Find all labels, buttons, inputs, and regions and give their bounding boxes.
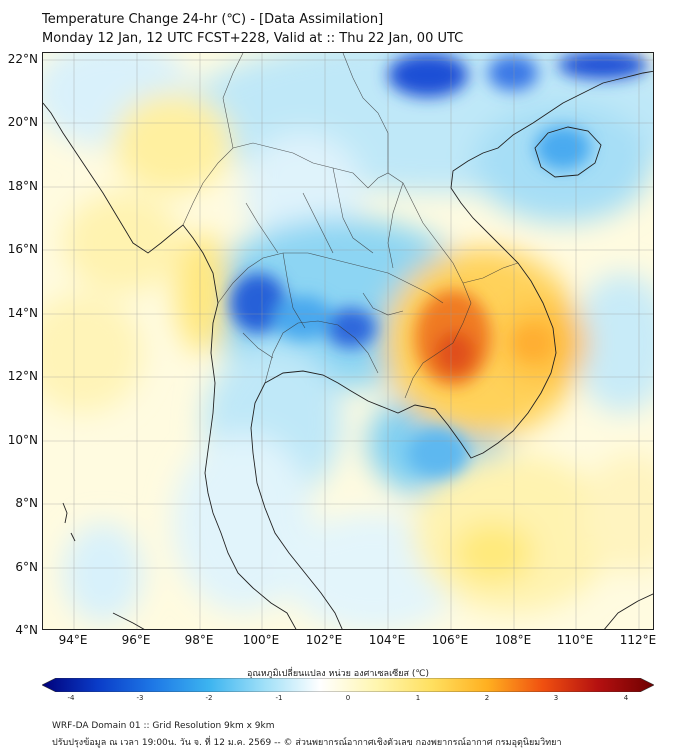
- colorbar-tick: 2: [484, 694, 490, 702]
- lat-label-20n: 20°N: [7, 115, 38, 129]
- lon-label-112e: 112°E: [619, 633, 657, 647]
- footer-model-info: WRF-DA Domain 01 :: Grid Resolution 9km …: [52, 721, 275, 731]
- temperature-field: [43, 53, 653, 629]
- lat-label-12n: 12°N: [7, 369, 38, 383]
- lon-label-98e: 98°E: [184, 633, 214, 647]
- lon-label-110e: 110°E: [556, 633, 594, 647]
- lon-label-102e: 102°E: [305, 633, 343, 647]
- lat-label-6n: 6°N: [15, 560, 38, 574]
- lat-label-4n: 4°N: [15, 623, 38, 637]
- colorbar-tick: 0: [345, 694, 351, 702]
- lat-label-18n: 18°N: [7, 179, 38, 193]
- colorbar-tick: -1: [275, 694, 283, 702]
- map-title: Temperature Change 24-hr (℃) - [Data Ass…: [42, 12, 384, 27]
- colorbar: [42, 678, 654, 692]
- temperature-change-map: [43, 53, 653, 629]
- colorbar-ramp: [42, 678, 654, 692]
- lat-label-8n: 8°N: [15, 496, 38, 510]
- lon-label-96e: 96°E: [121, 633, 151, 647]
- lon-label-100e: 100°E: [242, 633, 280, 647]
- footer-credit: ปรับปรุงข้อมูล ณ เวลา 19:00น. วัน จ. ที่…: [52, 738, 562, 748]
- lon-label-108e: 108°E: [494, 633, 532, 647]
- lon-label-104e: 104°E: [368, 633, 406, 647]
- lon-label-106e: 106°E: [431, 633, 469, 647]
- colorbar-title: อุณหภูมิเปลี่ยนแปลง หน่วย องศาเซลเซียส (…: [246, 669, 430, 679]
- coastlines: [43, 70, 653, 629]
- map-subtitle: Monday 12 Jan, 12 UTC FCST+228, Valid at…: [42, 31, 464, 46]
- lat-label-10n: 10°N: [7, 433, 38, 447]
- colorbar-tick: -4: [67, 694, 75, 702]
- lat-label-16n: 16°N: [7, 242, 38, 256]
- graticule: [43, 53, 653, 629]
- map-panel: [42, 52, 654, 630]
- colorbar-tick: -2: [205, 694, 213, 702]
- colorbar-tick: 1: [415, 694, 421, 702]
- lat-label-14n: 14°N: [7, 306, 38, 320]
- lon-label-94e: 94°E: [58, 633, 88, 647]
- temperature-extremes: [230, 53, 648, 478]
- colorbar-tick: -3: [136, 694, 144, 702]
- colorbar-tick: 4: [623, 694, 629, 702]
- lat-label-22n: 22°N: [7, 52, 38, 66]
- borders: [182, 53, 519, 399]
- colorbar-tick: 3: [553, 694, 559, 702]
